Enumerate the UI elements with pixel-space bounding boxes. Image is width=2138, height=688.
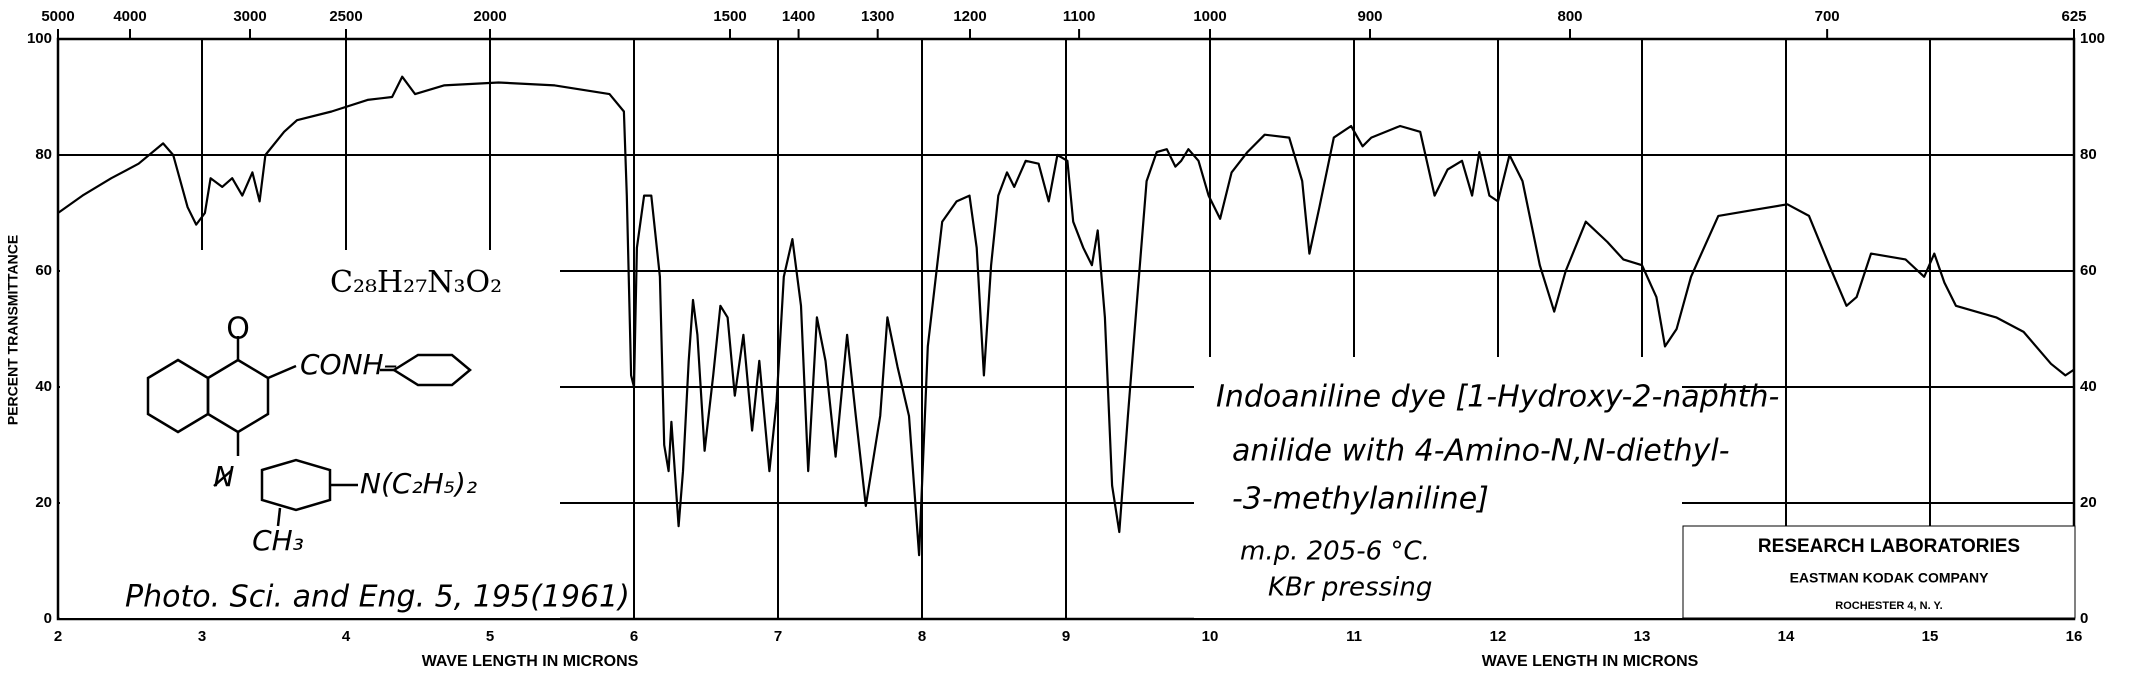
laboratory-box bbox=[1682, 525, 2076, 619]
x-tick-label: 13 bbox=[1634, 628, 1651, 645]
description-line: m.p. 205-6 °C. bbox=[1240, 537, 1430, 567]
x-tick-label: 4 bbox=[342, 628, 351, 645]
x-tick-label: 12 bbox=[1490, 628, 1507, 645]
description-line: -3-methylaniline] bbox=[1232, 482, 1489, 517]
structure-label: O bbox=[226, 312, 250, 347]
x-tick-label: 11 bbox=[1346, 628, 1362, 645]
x2-tick-label: 625 bbox=[2061, 8, 2086, 25]
x-tick-label: 7 bbox=[774, 628, 782, 645]
structure-label: CONH– bbox=[300, 348, 398, 381]
structure-box bbox=[60, 250, 560, 618]
x-tick-label: 6 bbox=[630, 628, 638, 645]
laboratory-line: EASTMAN KODAK COMPANY bbox=[1790, 570, 1990, 586]
x2-tick-label: 800 bbox=[1557, 8, 1582, 25]
description-line: Indoaniline dye [1-Hydroxy-2-naphth- bbox=[1216, 380, 1779, 415]
y-tick-label: 80 bbox=[35, 146, 52, 163]
x2-tick-label: 3000 bbox=[233, 8, 266, 25]
structure-label: N bbox=[214, 460, 235, 493]
description-box bbox=[1194, 357, 1682, 618]
spectrum-line bbox=[57, 75, 2075, 557]
y-tick-label-right: 60 bbox=[2080, 262, 2097, 279]
x-tick-label: 16 bbox=[2066, 628, 2083, 645]
plot-frame bbox=[56, 37, 2076, 621]
description-line: KBr pressing bbox=[1268, 573, 1432, 603]
x2-tick-label: 900 bbox=[1357, 8, 1382, 25]
x-tick-label: 2 bbox=[54, 628, 62, 645]
structure-drawing bbox=[146, 336, 472, 527]
x-tick-label: 14 bbox=[1778, 628, 1795, 645]
x-tick-label: 15 bbox=[1922, 628, 1939, 645]
x-tick-label: 3 bbox=[198, 628, 206, 645]
x-tick-label: 10 bbox=[1202, 628, 1219, 645]
y-tick-label-right: 40 bbox=[2080, 378, 2097, 395]
y-tick-label-right: 20 bbox=[2080, 494, 2097, 511]
y-tick-label: 20 bbox=[35, 494, 52, 511]
x-tick-label: 9 bbox=[1062, 628, 1070, 645]
x2-tick-label: 700 bbox=[1815, 8, 1840, 25]
x2-tick-label: 1100 bbox=[1063, 8, 1096, 25]
x2-tick-label: 1500 bbox=[713, 8, 746, 25]
laboratory-line: RESEARCH LABORATORIES bbox=[1758, 536, 2020, 557]
x-tick-label: 5 bbox=[486, 628, 494, 645]
y-tick-label: 100 bbox=[27, 30, 52, 47]
formula: C₂₈H₂₇N₃O₂ bbox=[330, 265, 502, 300]
reference: Photo. Sci. and Eng. 5, 195(1961) bbox=[125, 580, 630, 615]
x2-tick-label: 4000 bbox=[113, 8, 146, 25]
x2-tick-label: 5000 bbox=[41, 8, 74, 25]
x2-tick-label: 2000 bbox=[473, 8, 506, 25]
x2-tick-label: 1400 bbox=[782, 8, 815, 25]
x2-tick-label: 1000 bbox=[1193, 8, 1226, 25]
x2-tick-label: 1300 bbox=[861, 8, 894, 25]
structure-label: CH₃ bbox=[252, 524, 304, 557]
x-axis-title: WAVE LENGTH IN MICRONS bbox=[1482, 653, 1699, 670]
y-axis-title: PERCENT TRANSMITTANCE bbox=[5, 235, 21, 425]
y-tick-label: 40 bbox=[35, 378, 52, 395]
x-tick-label: 8 bbox=[918, 628, 926, 645]
y-tick-label-right: 80 bbox=[2080, 146, 2097, 163]
y-tick-label-right: 100 bbox=[2080, 30, 2105, 47]
x-axis-title: WAVE LENGTH IN MICRONS bbox=[422, 653, 639, 670]
y-tick-label: 0 bbox=[44, 610, 52, 627]
description-line: anilide with 4-Amino-N,N-diethyl- bbox=[1232, 434, 1730, 469]
laboratory-line: ROCHESTER 4, N. Y. bbox=[1835, 600, 1942, 612]
x2-tick-label: 2500 bbox=[329, 8, 362, 25]
x2-tick-label: 1200 bbox=[953, 8, 986, 25]
y-tick-label-right: 0 bbox=[2080, 610, 2088, 627]
y-tick-label: 60 bbox=[35, 262, 52, 279]
structure-label: N(C₂H₅)₂ bbox=[360, 467, 477, 500]
